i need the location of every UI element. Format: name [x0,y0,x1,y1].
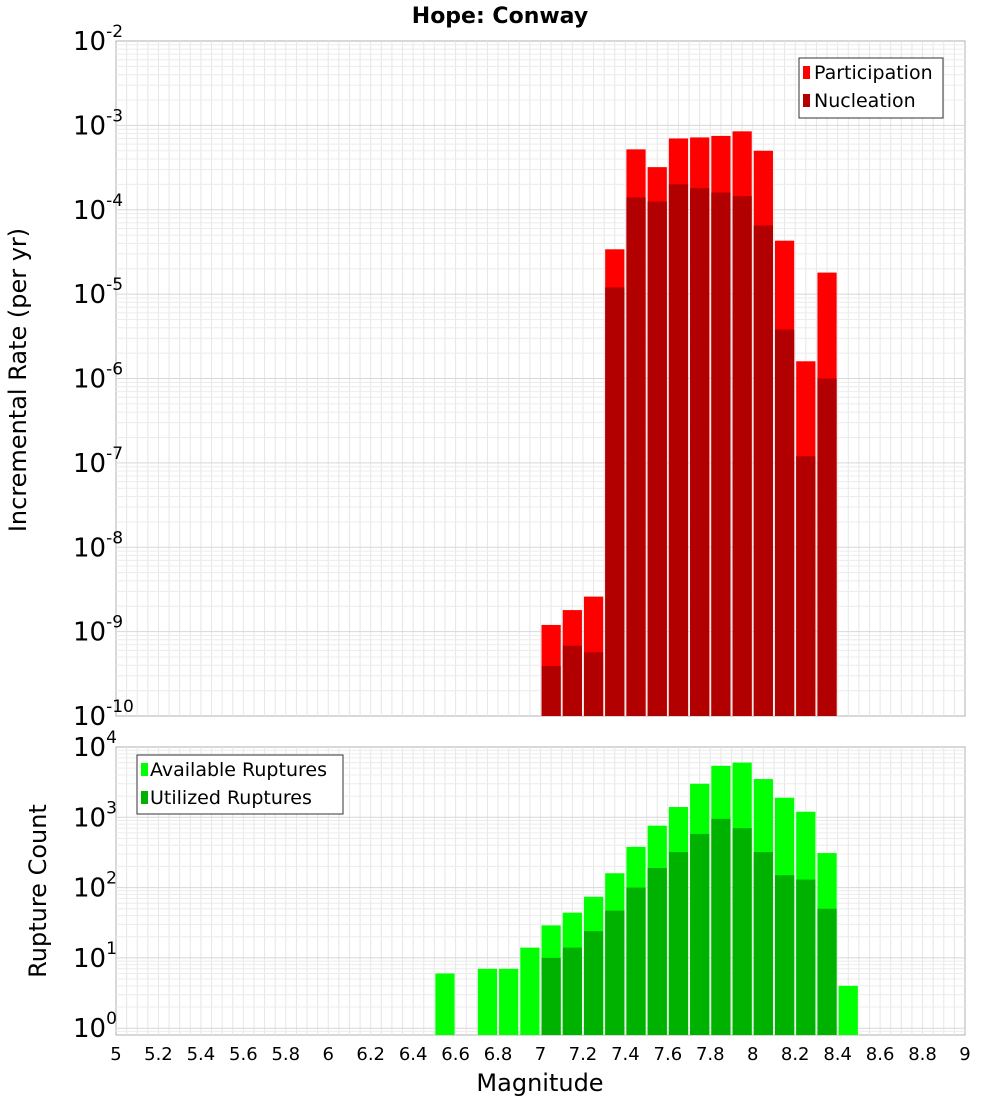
top-bar-nucleation [711,192,731,717]
bottom-bar-available-ruptures [520,947,540,1035]
bottom-bar-utilized-ruptures [668,852,689,1035]
bottom-bar-utilized-ruptures [796,879,816,1035]
legend-swatch-available-ruptures [141,763,148,776]
x-tick-label: 5.4 [187,1044,216,1065]
bottom-legend-box [136,754,344,815]
bottom-y-tick-labels: 104 103 102 101 100 [73,728,117,1044]
top-bar-nucleation [732,196,752,716]
top-legend: Participation Nucleation [798,57,944,119]
x-tick-label: 7.2 [569,1044,598,1065]
bottom-bar-utilized-ruptures [605,910,625,1035]
x-tick-label: 8.4 [823,1044,852,1065]
top-panel: 10-2 10-3 10-4 10-5 10-6 10-7 10-8 10-9 10-10 In… [4,22,966,732]
legend-label-nucleation: Nucleation [814,90,916,112]
top-bar-nucleation [753,225,773,716]
x-tick-label: 9 [959,1044,970,1065]
x-tick-label: 6.6 [441,1044,470,1065]
bottom-bar-utilized-ruptures [690,833,710,1035]
x-tick-label: 6 [323,1044,334,1065]
top-y-tick-label: 10-4 [73,191,123,226]
bottom-legend: Available Ruptures Utilized Ruptures [136,754,344,815]
legend-label-available-ruptures: Available Ruptures [150,759,327,781]
bottom-y-tick-label: 104 [73,728,117,763]
top-bar-nucleation [668,184,689,717]
x-axis-label: Magnitude [476,1069,603,1097]
top-bar-nucleation [562,645,582,716]
top-bar-nucleation [796,456,816,716]
bottom-bar-utilized-ruptures [711,818,731,1035]
top-y-tick-label: 10-5 [73,275,123,310]
chart-title: Hope: Conway [412,4,588,29]
bottom-bar-utilized-ruptures [817,908,837,1035]
bottom-y-tick-label: 101 [73,939,117,974]
x-tick-label: 7.6 [654,1044,683,1065]
top-bar-nucleation [647,201,667,716]
bottom-bar-utilized-ruptures [647,867,667,1035]
top-bar-nucleation [690,188,710,717]
bottom-y-tick-label: 103 [73,798,117,833]
x-tick-labels: 5 5.2 5.4 5.6 5.8 6 6.2 6.4 6.6 6.8 7 7.2 7.4 7.6 7.8 8… [110,1044,970,1065]
legend-swatch-utilized-ruptures [141,791,148,804]
x-tick-label: 6.8 [484,1044,513,1065]
bottom-bar-utilized-ruptures [562,947,582,1035]
legend-swatch-participation [803,66,810,79]
top-y-tick-label: 10-10 [73,697,134,732]
x-tick-label: 8.8 [908,1044,937,1065]
x-tick-label: 7.8 [696,1044,725,1065]
top-legend-box [798,57,944,119]
x-tick-label: 5.2 [144,1044,173,1065]
legend-label-utilized-ruptures: Utilized Ruptures [150,787,312,809]
top-bar-nucleation [541,666,561,716]
bottom-bar-available-ruptures [435,973,455,1035]
top-y-tick-label: 10-6 [73,360,123,395]
x-tick-label: 8.2 [781,1044,810,1065]
top-bars [541,131,837,717]
top-y-axis-label: Incremental Rate (per yr) [4,228,32,532]
bottom-bar-utilized-ruptures [541,957,561,1035]
bottom-y-axis-label: Rupture Count [24,804,52,978]
x-tick-label: 5.8 [271,1044,300,1065]
top-bar-nucleation [583,652,604,716]
bottom-bars [435,762,858,1035]
bottom-panel: 104 103 102 101 100 Rupture Count Available … [24,728,966,1044]
top-gridlines [116,41,965,716]
x-tick-label: 6.4 [399,1044,428,1065]
bottom-bar-utilized-ruptures [774,875,795,1035]
x-tick-label: 8 [747,1044,758,1065]
top-y-tick-label: 10-7 [73,444,123,479]
top-bar-nucleation [774,329,795,716]
top-bar-nucleation [605,287,625,716]
bottom-bar-utilized-ruptures [732,828,752,1035]
x-tick-label: 5.6 [229,1044,258,1065]
x-tick-label: 6.2 [356,1044,385,1065]
bottom-bar-utilized-ruptures [753,852,773,1035]
bottom-y-tick-label: 100 [73,1009,117,1044]
x-tick-label: 5 [110,1044,121,1065]
top-y-tick-label: 10-9 [73,613,123,648]
top-y-tick-labels: 10-2 10-3 10-4 10-5 10-6 10-7 10-8 10-9 10-10 [73,22,134,732]
x-tick-label: 7.4 [611,1044,640,1065]
x-tick-label: 8.6 [866,1044,895,1065]
top-y-tick-label: 10-8 [73,528,123,563]
bottom-bar-available-ruptures [499,968,519,1035]
top-bar-nucleation [626,197,646,717]
bottom-bar-utilized-ruptures [626,887,646,1035]
top-y-tick-label: 10-3 [73,106,123,141]
legend-label-participation: Participation [814,62,933,84]
x-tick-label: 7 [535,1044,546,1065]
bottom-y-tick-label: 102 [73,869,117,904]
bottom-bar-available-ruptures [477,968,498,1035]
bottom-bar-utilized-ruptures [583,931,604,1035]
legend-swatch-nucleation [803,94,810,107]
bottom-bar-available-ruptures [838,985,858,1035]
top-bar-nucleation [817,378,837,716]
top-y-tick-label: 10-2 [73,22,123,57]
